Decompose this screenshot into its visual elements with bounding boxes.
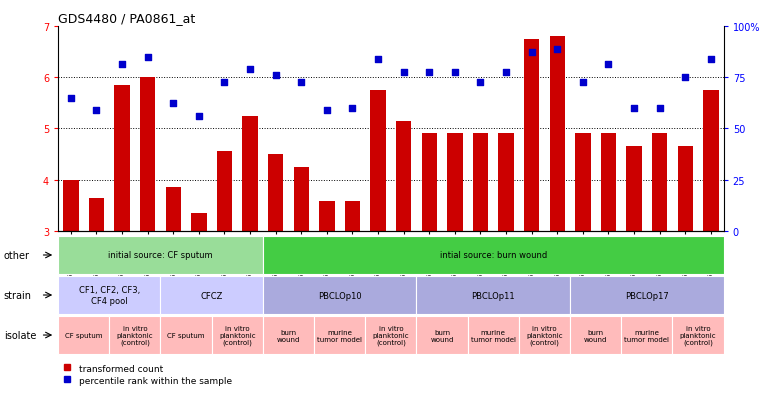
Point <box>449 69 461 76</box>
Text: CF sputum: CF sputum <box>167 332 205 338</box>
Bar <box>58 276 160 314</box>
Bar <box>140 78 156 231</box>
Bar <box>365 316 416 354</box>
Bar <box>314 316 365 354</box>
Point <box>346 105 358 112</box>
Bar <box>524 40 539 231</box>
Bar <box>575 134 591 231</box>
Text: intial source: burn wound: intial source: burn wound <box>440 251 547 260</box>
Text: GDS4480 / PA0861_at: GDS4480 / PA0861_at <box>58 12 195 25</box>
Bar <box>396 121 411 231</box>
Point <box>526 49 538 56</box>
Bar <box>160 276 263 314</box>
Bar <box>344 202 360 231</box>
Text: PBCLOp11: PBCLOp11 <box>471 291 515 300</box>
Bar <box>217 152 232 231</box>
Bar <box>263 276 416 314</box>
Bar <box>371 91 385 231</box>
Point <box>320 108 333 114</box>
Point <box>679 75 691 81</box>
Bar <box>447 134 463 231</box>
Text: strain: strain <box>4 290 32 300</box>
Text: other: other <box>4 250 30 260</box>
Bar <box>293 167 309 231</box>
Point <box>244 67 256 74</box>
Bar <box>652 134 667 231</box>
Bar <box>416 316 467 354</box>
Point <box>602 62 615 69</box>
Bar <box>498 134 514 231</box>
Text: murine
tumor model: murine tumor model <box>317 329 362 342</box>
Point <box>116 62 128 69</box>
Text: in vitro
planktonic
(control): in vitro planktonic (control) <box>680 325 717 345</box>
Text: PBCLOp10: PBCLOp10 <box>318 291 361 300</box>
Bar <box>191 214 207 231</box>
Point <box>423 69 436 76</box>
Point <box>218 80 231 86</box>
Text: murine
tumor model: murine tumor model <box>625 329 670 342</box>
Bar <box>416 276 570 314</box>
Point <box>142 54 154 61</box>
Point <box>474 80 487 86</box>
Legend: transformed count, percentile rank within the sample: transformed count, percentile rank withi… <box>63 364 232 385</box>
Bar <box>704 91 718 231</box>
Text: CF1, CF2, CF3,
CF4 pool: CF1, CF2, CF3, CF4 pool <box>79 286 140 305</box>
Point <box>295 80 307 86</box>
Bar <box>166 188 181 231</box>
Point <box>65 95 77 102</box>
Bar <box>268 154 283 231</box>
Bar <box>263 236 724 275</box>
Text: burn
wound: burn wound <box>584 329 608 342</box>
Text: isolate: isolate <box>4 330 36 340</box>
Text: in vitro
planktonic
(control): in vitro planktonic (control) <box>117 325 153 345</box>
Bar <box>211 316 263 354</box>
Bar <box>58 236 263 275</box>
Bar <box>473 134 488 231</box>
Point <box>193 113 205 120</box>
Point <box>167 100 180 107</box>
Bar <box>242 116 258 231</box>
Bar <box>115 85 130 231</box>
Bar <box>263 316 314 354</box>
Text: CFCZ: CFCZ <box>200 291 223 300</box>
Bar <box>89 198 104 231</box>
Bar <box>550 37 565 231</box>
Bar <box>673 316 724 354</box>
Text: in vitro
planktonic
(control): in vitro planktonic (control) <box>526 325 563 345</box>
Point <box>653 105 666 112</box>
Bar <box>422 134 437 231</box>
Text: PBCLOp17: PBCLOp17 <box>625 291 669 300</box>
Bar <box>570 316 622 354</box>
Text: murine
tumor model: murine tumor model <box>471 329 515 342</box>
Bar <box>626 147 642 231</box>
Text: burn
wound: burn wound <box>430 329 454 342</box>
Bar <box>677 147 693 231</box>
Bar <box>63 180 78 231</box>
Point <box>577 80 589 86</box>
Bar <box>570 276 724 314</box>
Bar <box>319 202 334 231</box>
Text: burn
wound: burn wound <box>277 329 300 342</box>
Text: in vitro
planktonic
(control): in vitro planktonic (control) <box>219 325 255 345</box>
Point <box>91 108 103 114</box>
Bar <box>160 316 211 354</box>
Bar <box>467 316 519 354</box>
Point <box>398 69 410 76</box>
Point <box>704 57 717 63</box>
Point <box>269 72 282 79</box>
Point <box>372 57 384 63</box>
Bar <box>622 316 673 354</box>
Bar <box>58 316 109 354</box>
Text: initial source: CF sputum: initial source: CF sputum <box>108 251 213 260</box>
Bar <box>601 134 616 231</box>
Point <box>628 105 640 112</box>
Point <box>551 47 563 53</box>
Bar <box>109 316 160 354</box>
Bar <box>519 316 570 354</box>
Text: CF sputum: CF sputum <box>65 332 102 338</box>
Point <box>500 69 512 76</box>
Text: in vitro
planktonic
(control): in vitro planktonic (control) <box>372 325 409 345</box>
